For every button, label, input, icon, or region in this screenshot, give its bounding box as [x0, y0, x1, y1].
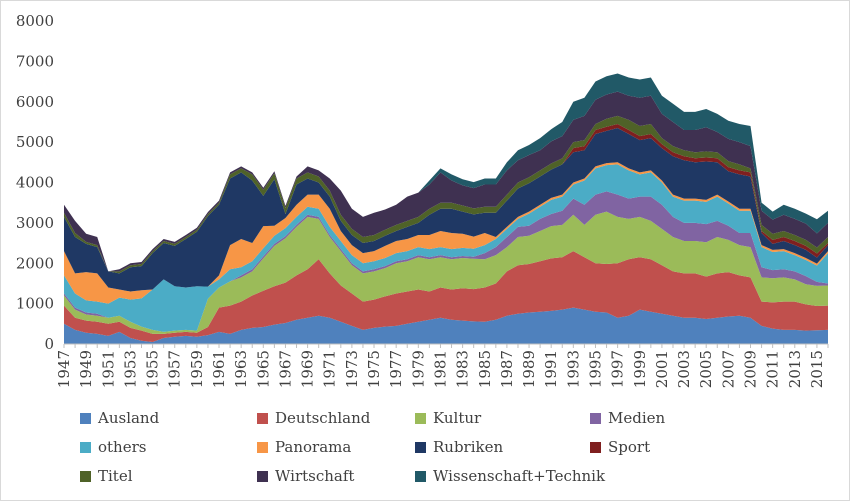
legend-item: Rubriken	[415, 437, 503, 457]
area-series-layer	[64, 73, 828, 344]
y-tick-label: 8000	[16, 12, 54, 30]
legend-label: Ausland	[98, 409, 160, 427]
x-tick-label: 1973	[343, 350, 361, 388]
y-tick-label: 7000	[16, 52, 54, 70]
x-tick-label: 1977	[387, 350, 405, 388]
legend-item: Medien	[590, 408, 665, 428]
y-tick-label: 1000	[16, 295, 54, 313]
x-tick-label: 2007	[719, 350, 737, 388]
legend-item: Wissenschaft+Technik	[415, 466, 605, 486]
x-tick-label: 2003	[675, 350, 693, 388]
area-rubriken	[64, 127, 828, 292]
y-tick-label: 3000	[16, 214, 54, 232]
plot-area: 0 1000 2000 3000 4000 5000 6000 7000 8000 1947 194…	[16, 12, 829, 388]
x-tick-label: 1989	[520, 350, 538, 388]
y-tick-label: 0	[44, 335, 54, 353]
legend-swatch	[415, 412, 426, 424]
legend-item: others	[80, 437, 146, 457]
legend-label: Wirtschaft	[275, 467, 355, 485]
legend-label: Deutschland	[275, 409, 371, 427]
legend-label: Panorama	[275, 438, 352, 456]
x-tick-label: 1949	[77, 350, 95, 388]
x-tick-label: 1979	[409, 350, 427, 388]
legend-item: Wirtschaft	[257, 466, 354, 486]
legend-item: Kultur	[415, 408, 481, 428]
x-tick-label: 1953	[121, 350, 139, 388]
x-tick-label: 1969	[299, 350, 317, 388]
legend-swatch	[415, 470, 426, 482]
legend-swatch	[590, 441, 601, 453]
area-deutschland	[64, 251, 828, 342]
x-tick-label: 1987	[498, 350, 516, 388]
area-wissenschaft-technik	[64, 73, 828, 272]
legend-swatch	[257, 470, 268, 482]
x-tick-label: 2013	[786, 350, 804, 388]
x-tick-label: 2005	[697, 350, 715, 388]
x-tick-label: 2009	[741, 350, 759, 388]
area-panorama	[64, 162, 828, 304]
y-tick-label: 2000	[16, 254, 54, 272]
y-tick-label: 4000	[16, 174, 54, 192]
legend-swatch	[590, 412, 601, 424]
area-others	[64, 164, 828, 332]
legend-swatch	[80, 412, 91, 424]
legend: Ausland Deutschland Kultur Medien others Pano…	[0, 400, 850, 495]
x-tick-label: 1965	[254, 350, 272, 388]
x-tick-label: 1999	[631, 350, 649, 388]
x-tick-label: 1991	[542, 350, 560, 388]
legend-item: Deutschland	[257, 408, 370, 428]
legend-item: Panorama	[257, 437, 351, 457]
x-tick-label: 1951	[99, 350, 117, 388]
legend-item: Ausland	[80, 408, 159, 428]
legend-label: Rubriken	[433, 438, 504, 456]
x-tick-label: 1955	[144, 350, 162, 388]
x-tick-label: 1975	[365, 350, 383, 388]
legend-label: Kultur	[433, 409, 482, 427]
legend-item: Sport	[590, 437, 650, 457]
x-tick-label: 1995	[586, 350, 604, 388]
x-tick-label: 1993	[564, 350, 582, 388]
y-tick-label: 6000	[16, 93, 54, 111]
y-tick-label: 5000	[16, 133, 54, 151]
legend-label: others	[98, 438, 147, 456]
legend-swatch	[257, 441, 268, 453]
legend-label: Medien	[608, 409, 666, 427]
legend-item: Titel	[80, 466, 133, 486]
x-tick-label: 1947	[55, 350, 73, 388]
legend-swatch	[80, 470, 91, 482]
x-tick-label: 2015	[808, 350, 826, 388]
legend-label: Sport	[608, 438, 651, 456]
x-tick-label: 1985	[476, 350, 494, 388]
x-tick-label: 1963	[232, 350, 250, 388]
x-tick-label: 1983	[454, 350, 472, 388]
x-tick-label: 2011	[764, 350, 782, 388]
area-kultur	[64, 211, 828, 334]
legend-swatch	[415, 441, 426, 453]
legend-label: Wissenschaft+Technik	[433, 467, 606, 485]
area-wirtschaft	[64, 91, 828, 272]
x-tick-label: 1967	[276, 350, 294, 388]
legend-swatch	[80, 441, 91, 453]
x-tick-label: 1961	[210, 350, 228, 388]
x-tick-label: 1971	[321, 350, 339, 388]
x-tick-label: 1957	[166, 350, 184, 388]
legend-label: Titel	[98, 467, 133, 485]
x-tick-label: 1981	[431, 350, 449, 388]
x-tick-label: 1959	[188, 350, 206, 388]
axis-layer: 0 1000 2000 3000 4000 5000 6000 7000 8000 1947 194…	[16, 12, 829, 388]
area-ausland	[64, 307, 828, 344]
x-tick-label: 1997	[609, 350, 627, 388]
legend-swatch	[257, 412, 268, 424]
x-tick-label: 2001	[653, 350, 671, 388]
